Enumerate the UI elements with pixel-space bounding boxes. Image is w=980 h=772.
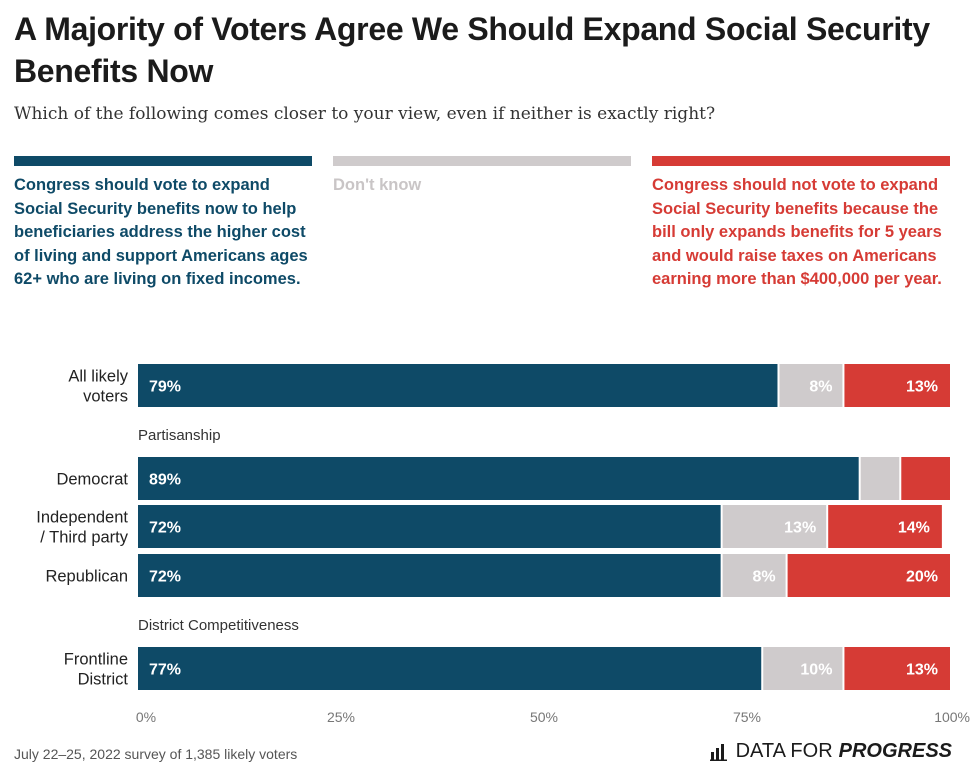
data-label-dont-know: 10% xyxy=(800,662,832,679)
x-tick-label: 100% xyxy=(934,709,970,725)
bar-chart-logo-icon xyxy=(709,743,727,761)
section-label: District Competitiveness xyxy=(138,617,299,634)
category-label: voters xyxy=(83,388,128,406)
bar-segment-not-expand xyxy=(901,457,950,500)
data-label-expand: 77% xyxy=(149,662,181,679)
chart-subtitle: Which of the following comes closer to y… xyxy=(14,104,716,124)
bar-segment-not-expand xyxy=(828,505,942,548)
section-label: Partisanship xyxy=(138,427,221,444)
category-label: / Third party xyxy=(40,529,128,547)
bar-segment-dont-know xyxy=(779,364,843,407)
category-label: Independent xyxy=(36,509,128,527)
data-label-dont-know: 8% xyxy=(809,379,832,396)
brand-logo: DATA FOR PROGRESS xyxy=(709,740,952,763)
data-label-dont-know: 13% xyxy=(784,520,816,537)
category-label: All likely xyxy=(68,368,128,386)
bar-segment-dont-know xyxy=(763,647,843,690)
brand-name-regular: DATA FOR xyxy=(735,740,833,762)
survey-source-note: July 22–25, 2022 survey of 1,385 likely … xyxy=(14,746,298,762)
x-tick-label: 75% xyxy=(733,709,761,725)
bar-segment-expand xyxy=(138,554,721,597)
data-label-expand: 79% xyxy=(149,379,181,396)
bar-segment-dont-know xyxy=(860,457,900,500)
category-label: District xyxy=(78,671,129,689)
bar-segment-dont-know xyxy=(722,554,786,597)
x-tick-label: 0% xyxy=(136,709,156,725)
bar-segment-expand xyxy=(138,505,721,548)
bar-segment-not-expand xyxy=(844,364,950,407)
data-label-dont-know: 8% xyxy=(752,569,775,586)
legend-item-dont-know: Don't know xyxy=(333,156,631,198)
data-label-not-expand: 20% xyxy=(906,569,938,586)
data-label-expand: 72% xyxy=(149,520,181,537)
category-label: Frontline xyxy=(64,651,128,669)
legend-label-dont-know: Don't know xyxy=(333,176,422,194)
legend-item-not-expand: Congress should not vote to expand Socia… xyxy=(652,156,950,292)
bar-segment-expand xyxy=(138,647,762,690)
bar-segment-expand xyxy=(138,457,859,500)
legend-swatch-not-expand xyxy=(652,156,950,166)
brand-name-bold: PROGRESS xyxy=(838,740,952,762)
category-label: Republican xyxy=(45,568,128,586)
legend-swatch-expand xyxy=(14,156,312,166)
chart-title: A Majority of Voters Agree We Should Exp… xyxy=(14,11,930,89)
x-tick-label: 25% xyxy=(327,709,355,725)
category-label: Democrat xyxy=(56,471,128,489)
bar-segment-expand xyxy=(138,364,778,407)
legend-label-expand: Congress should vote to expand Social Se… xyxy=(14,176,308,288)
data-label-not-expand: 13% xyxy=(906,379,938,396)
data-label-expand: 89% xyxy=(149,472,181,489)
legend-swatch-dont-know xyxy=(333,156,631,166)
data-label-not-expand: 13% xyxy=(906,662,938,679)
x-tick-label: 50% xyxy=(530,709,558,725)
data-label-expand: 72% xyxy=(149,569,181,586)
legend-item-expand: Congress should vote to expand Social Se… xyxy=(14,156,312,292)
bar-segment-not-expand xyxy=(844,647,950,690)
bar-segment-not-expand xyxy=(787,554,950,597)
bar-segment-dont-know xyxy=(722,505,827,548)
data-label-not-expand: 14% xyxy=(898,520,930,537)
legend-label-not-expand: Congress should not vote to expand Socia… xyxy=(652,176,942,288)
